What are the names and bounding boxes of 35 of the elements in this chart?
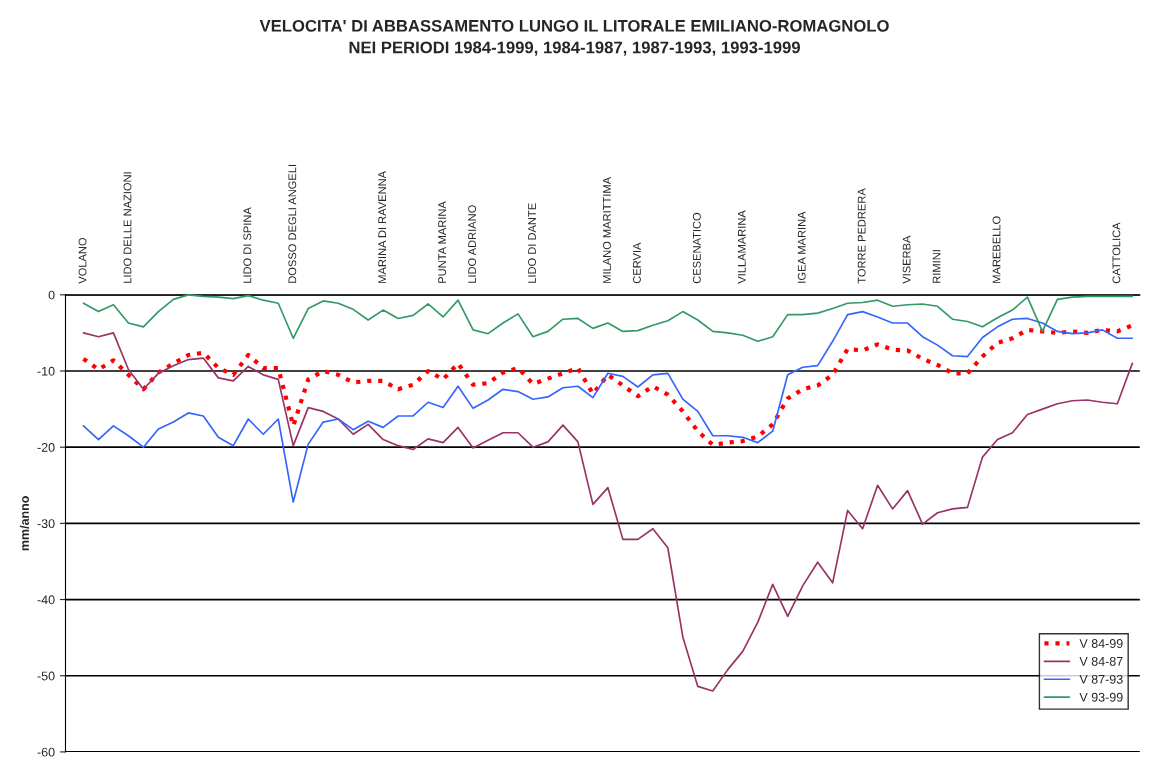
legend-label: V 84-87 (1079, 656, 1123, 666)
x-tick-label: VOLANO (78, 237, 87, 284)
x-tick-label: DOSSO DEGLI ANGELI (288, 164, 297, 283)
x-tick-label: LIDO DELLE NAZIONI (123, 172, 132, 283)
chart-title: VELOCITA' DI ABBASSAMENTO LUNGO IL LITORALE EMILIANO-ROMAGNOLO NEI PERIODI 1984-1999, 1984-1987, 1987-1993, 1993-1999 (259, 19, 889, 56)
x-tick-label: IGEA MARINA (797, 211, 806, 283)
x-tick-label: LIDO DI DANTE (528, 203, 536, 283)
x-tick-label: RIMINI (932, 250, 941, 283)
y-tick-label: 0 (48, 290, 55, 300)
x-tick-label: LIDO ADRIANO (468, 205, 477, 283)
legend-label: V 84-99 (1079, 639, 1123, 648)
y-axis-title: mm/anno (19, 496, 30, 551)
y-tick-label: -10 (37, 366, 55, 376)
x-tick-label: MILANO MARITTIMA (603, 176, 611, 283)
x-tick-label: CATTOLICA (1112, 222, 1121, 284)
x-tick-label: MARINA DI RAVENNA (378, 170, 387, 283)
x-tick-label: VISERBA (902, 235, 911, 284)
legend-label: V 87-93 (1079, 674, 1123, 684)
y-tick-label: -40 (37, 595, 55, 605)
x-tick-label: VILLAMARINA (737, 210, 746, 284)
x-tick-label: PUNTA MARINA (438, 201, 447, 283)
legend-label: V 93-99 (1079, 692, 1123, 702)
y-tick-label: -60 (37, 747, 55, 757)
y-tick-label: -20 (37, 443, 55, 452)
line-series (82, 332, 1134, 692)
x-tick-label: CERVIA (632, 242, 641, 284)
x-tick-label: LIDO DI SPINA (243, 207, 252, 283)
x-tick-label: MAREBELLO (992, 216, 1001, 283)
line-series (82, 310, 1134, 503)
x-tick-label: TORRE PEDRERA (857, 188, 866, 284)
y-tick-label: -50 (37, 671, 55, 681)
line-series (82, 294, 1134, 343)
line-series (81, 323, 1135, 447)
y-tick-label: -30 (37, 519, 55, 529)
x-tick-label: CESENATICO (692, 212, 701, 284)
